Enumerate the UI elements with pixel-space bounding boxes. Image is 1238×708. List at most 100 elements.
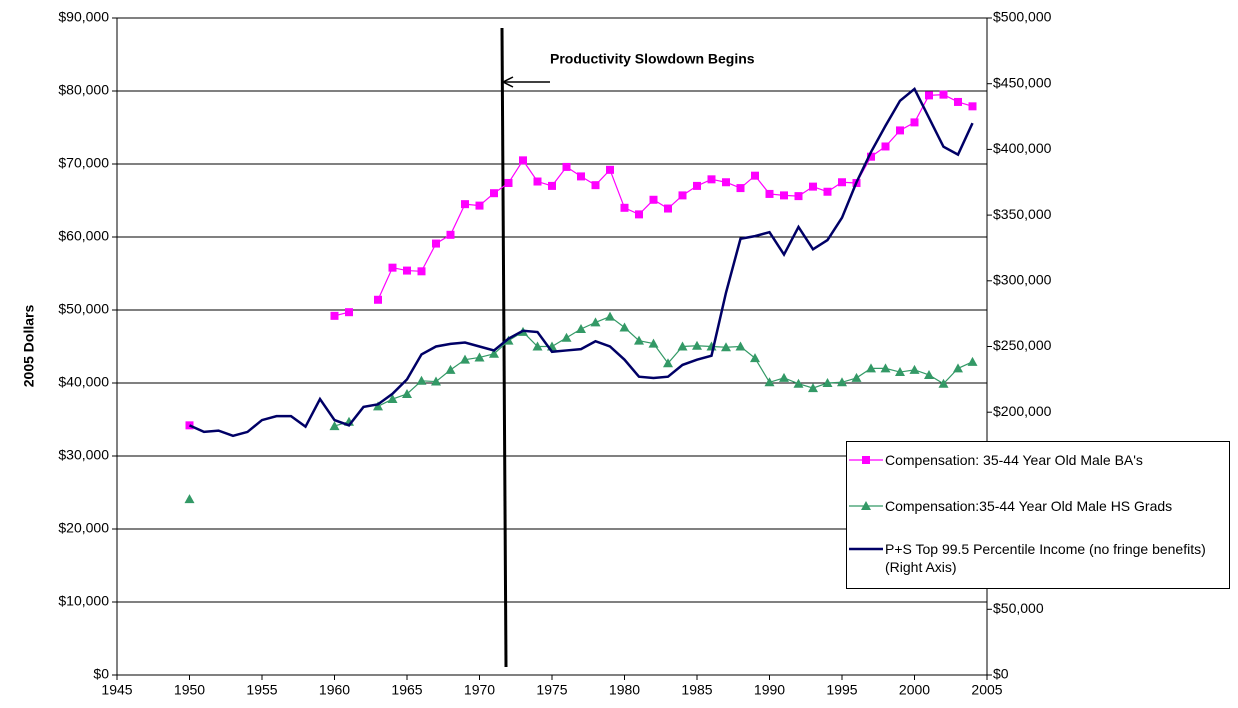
legend-swatch — [849, 547, 883, 551]
y2-tick-label: $400,000 — [993, 140, 1052, 156]
x-tick-label: 1955 — [246, 682, 277, 698]
marker — [793, 378, 804, 388]
annotation: Productivity Slowdown Begins — [550, 51, 755, 67]
marker — [851, 372, 862, 382]
y-tick-label: $50,000 — [58, 301, 109, 317]
y2-tick-label: $450,000 — [993, 74, 1052, 90]
marker — [475, 201, 484, 210]
x-tick-label: 1980 — [609, 682, 640, 698]
marker — [576, 323, 586, 333]
marker — [374, 295, 382, 304]
marker — [345, 308, 353, 317]
marker — [837, 377, 847, 387]
marker — [590, 317, 601, 327]
legend-entry: Compensation:35-44 Year Old Male HS Grad… — [847, 497, 1227, 515]
marker — [562, 162, 571, 171]
y2-tick-label: $250,000 — [993, 337, 1052, 353]
marker — [794, 192, 803, 201]
marker — [591, 181, 600, 190]
axes: $0 $10,000 $20,000 $30,000 $40,000 $50,000 $60… — [58, 9, 1051, 698]
marker — [861, 501, 871, 510]
marker — [809, 182, 817, 191]
marker — [577, 172, 585, 181]
slowdown-line — [500, 27, 508, 668]
marker — [373, 401, 383, 411]
marker — [619, 322, 630, 332]
y-tick-label: $0 — [93, 666, 109, 682]
y-tick-label: $80,000 — [58, 82, 109, 98]
marker — [446, 230, 455, 239]
legend-label: P+S Top 99.5 Percentile Income (no fring… — [885, 541, 1206, 575]
marker — [431, 376, 441, 386]
y-axis-title: 2005 Dollars — [21, 305, 37, 388]
marker — [866, 363, 876, 373]
y-tick-label: $30,000 — [58, 447, 109, 463]
marker — [606, 165, 614, 174]
marker — [896, 126, 904, 135]
marker — [329, 421, 340, 431]
marker — [561, 332, 572, 342]
legend-entry: P+S Top 99.5 Percentile Income (no fring… — [847, 540, 1227, 576]
marker — [460, 354, 470, 364]
series-line — [334, 315, 973, 427]
x-tick-label: 2000 — [899, 682, 930, 698]
marker — [548, 181, 556, 190]
marker — [750, 353, 760, 363]
x-tick-label: 1950 — [174, 682, 205, 698]
marker — [895, 367, 905, 377]
marker — [649, 195, 658, 204]
marker — [635, 210, 643, 219]
marker — [938, 378, 949, 388]
y2-tick-label: $350,000 — [993, 206, 1052, 222]
marker — [736, 184, 745, 193]
marker — [693, 181, 701, 190]
marker — [678, 191, 687, 200]
marker — [822, 378, 833, 387]
marker — [707, 175, 716, 184]
marker — [954, 97, 962, 106]
legend-swatch — [849, 456, 883, 464]
marker — [910, 118, 919, 127]
y2-tick-label: $300,000 — [993, 272, 1052, 288]
x-tick-label: 2005 — [971, 682, 1002, 698]
marker — [663, 358, 673, 368]
marker — [532, 341, 543, 351]
marker — [751, 171, 759, 180]
y-tick-label: $60,000 — [58, 228, 109, 244]
marker — [823, 187, 832, 196]
marker — [764, 377, 775, 387]
marker — [867, 152, 875, 161]
marker — [953, 363, 963, 373]
marker — [461, 200, 469, 209]
legend-swatch — [849, 501, 883, 510]
marker — [722, 178, 730, 187]
x-tick-label: 1960 — [319, 682, 350, 698]
marker — [721, 342, 731, 352]
y2-tick-label: $0 — [993, 666, 1009, 682]
marker — [735, 341, 746, 351]
legend-label: Compensation: 35-44 Year Old Male BA's — [885, 452, 1143, 468]
marker — [692, 340, 702, 350]
y-tick-label: $20,000 — [58, 520, 109, 536]
marker — [388, 263, 397, 272]
marker — [939, 90, 948, 99]
marker — [403, 266, 411, 275]
marker — [533, 177, 542, 186]
marker — [677, 341, 688, 351]
series-line — [334, 94, 973, 317]
marker — [504, 178, 513, 187]
y-tick-label: $10,000 — [58, 593, 109, 609]
marker — [402, 388, 412, 398]
marker — [924, 369, 934, 379]
y-tick-label: $70,000 — [58, 155, 109, 171]
x-tick-label: 1985 — [681, 682, 712, 698]
marker — [474, 352, 485, 362]
marker — [780, 191, 788, 200]
marker — [779, 372, 789, 382]
x-tick-label: 1995 — [826, 682, 857, 698]
y-tick-label: $90,000 — [58, 9, 109, 25]
legend: Compensation: 35-44 Year Old Male BA's Co… — [846, 441, 1230, 589]
marker — [490, 189, 498, 198]
marker — [862, 456, 870, 464]
legend-entry: Compensation: 35-44 Year Old Male BA's — [847, 451, 1227, 469]
